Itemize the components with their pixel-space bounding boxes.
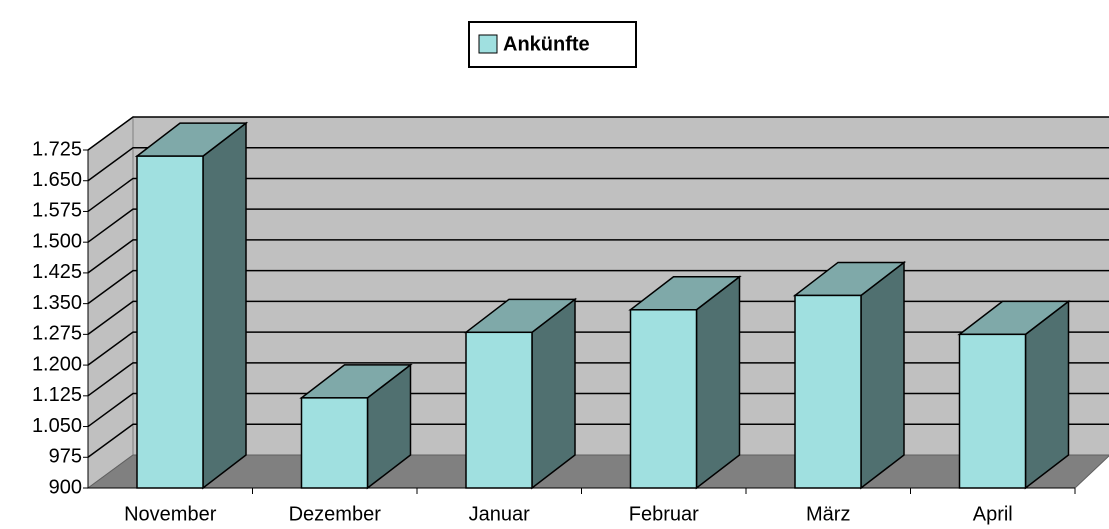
grid-line xyxy=(87,239,1109,274)
y-tick-label: 1.125 xyxy=(32,384,82,406)
x-tick-label: November xyxy=(124,503,217,525)
legend: Ankünfte xyxy=(468,21,637,68)
grid-line xyxy=(87,269,1109,305)
bar xyxy=(794,294,862,489)
y-tick-label: 1.425 xyxy=(32,261,82,283)
grid-line xyxy=(87,362,1109,397)
grid-line xyxy=(87,423,1109,458)
y-tick-label: 1.500 xyxy=(32,230,82,252)
x-tick-label: April xyxy=(973,503,1013,525)
y-tick-label: 1.350 xyxy=(32,292,82,314)
bar xyxy=(465,331,533,489)
y-tick-label: 1.575 xyxy=(32,200,82,222)
bars xyxy=(134,121,1071,490)
bar-side xyxy=(695,275,741,490)
bar xyxy=(629,309,698,489)
grid-line xyxy=(87,146,1109,182)
y-tick-label: 1.650 xyxy=(32,169,82,191)
bar xyxy=(958,333,1027,489)
legend-swatch xyxy=(478,34,498,54)
x-tick-label: Dezember xyxy=(289,503,382,525)
bar xyxy=(300,397,369,489)
y-tick-label: 1.275 xyxy=(32,323,82,345)
y-tick-label: 975 xyxy=(49,446,82,468)
side-wall xyxy=(87,116,134,489)
y-tick-label: 1.050 xyxy=(32,415,82,437)
bar-side xyxy=(202,121,247,490)
y-tick-label: 1.200 xyxy=(32,353,82,375)
grid xyxy=(87,116,1109,458)
x-tick-label: Februar xyxy=(629,503,699,525)
y-tick-label: 900 xyxy=(49,476,82,498)
x-tick-label: März xyxy=(806,503,850,525)
grid-line xyxy=(87,116,1109,151)
grid-line xyxy=(87,300,1109,335)
grid-line xyxy=(87,331,1109,366)
floor xyxy=(86,454,1109,489)
grid-line xyxy=(87,208,1109,243)
y-tick-label: 1.725 xyxy=(32,138,82,160)
bar xyxy=(136,155,204,489)
legend-label: Ankünfte xyxy=(503,33,590,55)
x-tick-label: Januar xyxy=(469,503,530,525)
bar-side xyxy=(860,260,905,490)
grid-line xyxy=(87,392,1109,428)
grid-line xyxy=(87,177,1109,213)
